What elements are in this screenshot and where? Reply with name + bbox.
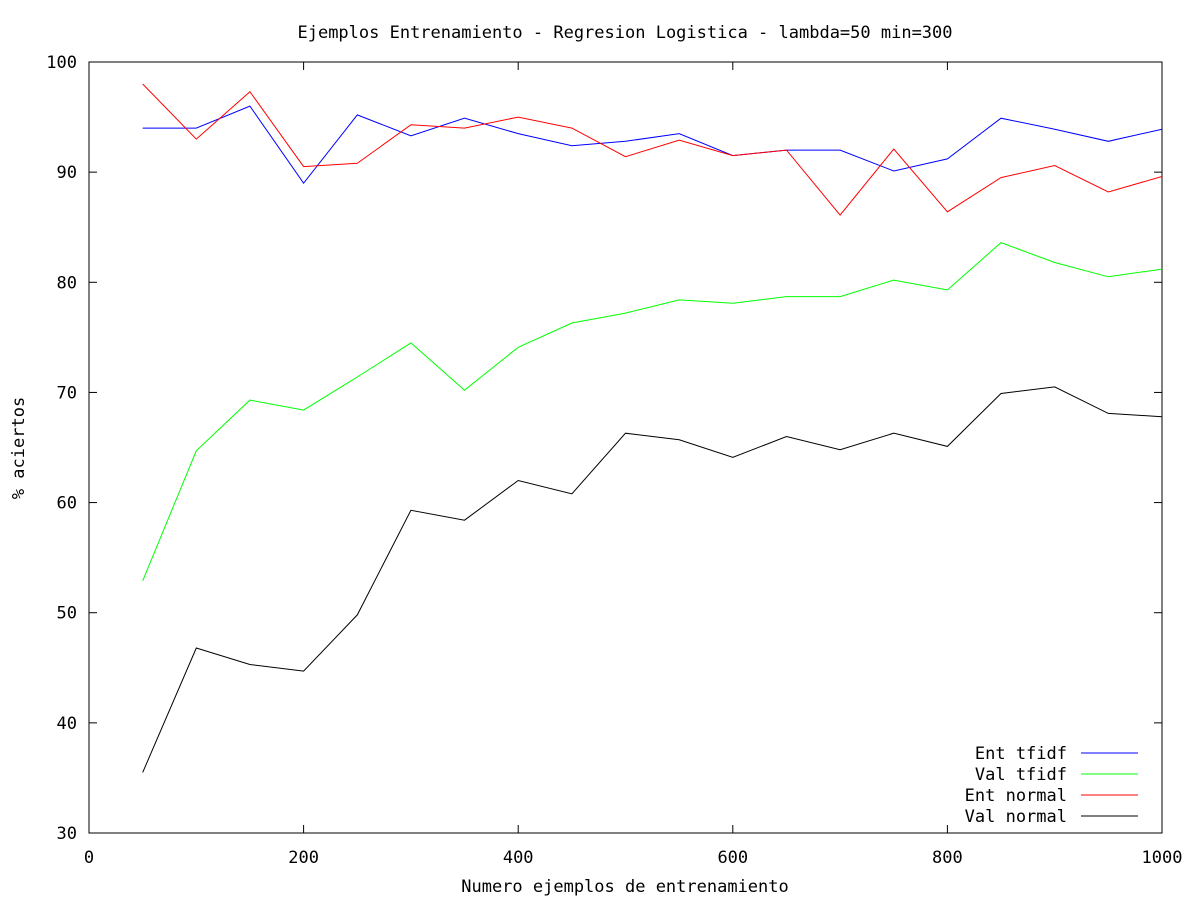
legend-label: Ent normal <box>965 786 1067 806</box>
plot-frame <box>88 61 1163 834</box>
x-tick-label: 0 <box>84 848 94 868</box>
legend-label: Val tfidf <box>975 765 1067 785</box>
legend-label: Ent tfidf <box>975 744 1067 764</box>
y-tick-label: 50 <box>57 604 77 624</box>
legend-label: Val normal <box>965 807 1067 827</box>
axis-ticks: 0 200 400 600 800 1000 30 40 50 60 70 80 90 100 <box>46 53 1182 868</box>
y-tick-label: 100 <box>46 53 77 73</box>
y-tick-label: 80 <box>57 273 77 293</box>
y-tick-label: 30 <box>57 824 77 844</box>
y-axis-label: % aciertos <box>9 397 29 499</box>
series-lines <box>142 83 1163 773</box>
x-tick-label: 600 <box>717 848 748 868</box>
x-tick-label: 400 <box>503 848 534 868</box>
x-axis-label: Numero ejemplos de entrenamiento <box>461 877 789 897</box>
series-line-ent-normal <box>142 83 1163 216</box>
x-tick-label: 200 <box>288 848 319 868</box>
y-tick-label: 90 <box>57 163 77 183</box>
series-line-ent-tfidf <box>142 105 1163 185</box>
y-tick-label: 60 <box>57 494 77 514</box>
series-line-val-normal <box>142 386 1163 773</box>
x-tick-label: 1000 <box>1142 848 1183 868</box>
series-line-val-tfidf <box>142 242 1163 581</box>
x-tick-label: 800 <box>932 848 963 868</box>
y-tick-label: 40 <box>57 714 77 734</box>
chart-title: Ejemplos Entrenamiento - Regresion Logis… <box>297 23 952 43</box>
y-tick-label: 70 <box>57 383 77 403</box>
